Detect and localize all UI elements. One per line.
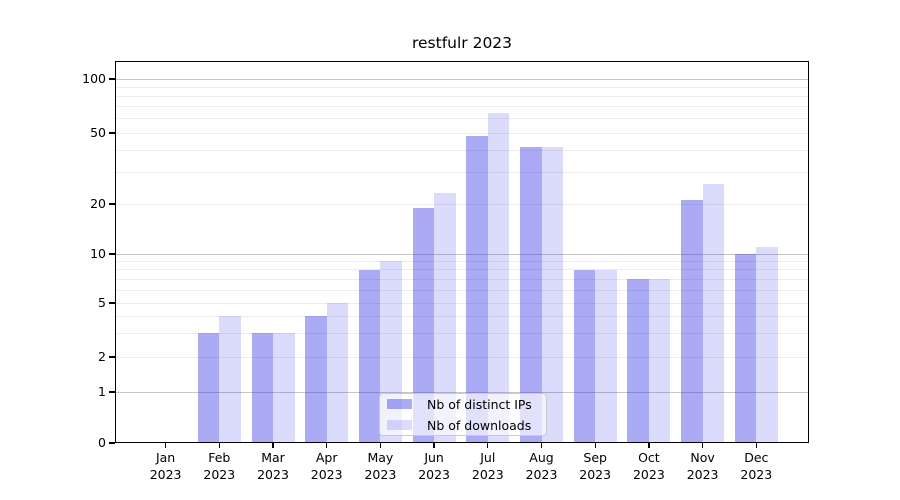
x-tick-label-mar: Mar 2023 [257, 450, 289, 482]
bar-apr-downloads [326, 303, 349, 443]
bar-sep-downloads [595, 269, 617, 443]
bar-dec-downloads [756, 247, 778, 443]
bar-sep-distinct-ips [573, 269, 596, 443]
bar-aug-distinct-ips [520, 146, 542, 443]
bar-feb-distinct-ips [197, 333, 220, 443]
legend: Nb of distinct IPs Nb of downloads [379, 393, 547, 436]
x-tick-label-jan: Jan 2023 [149, 450, 182, 482]
gridline-1 [115, 391, 809, 393]
y-tick-label-5: 5 [98, 295, 106, 310]
bar-jun-downloads [434, 193, 456, 443]
gridline-90 [115, 86, 809, 88]
y-tick-label-50: 50 [90, 125, 106, 140]
gridline-6 [115, 289, 809, 291]
y-tick-label-1: 1 [98, 384, 106, 399]
gridline-30 [115, 172, 809, 174]
legend-label-downloads: Nb of downloads [427, 417, 532, 433]
legend-label-distinct-ips: Nb of distinct IPs [427, 396, 532, 412]
y-tick-label-2: 2 [98, 349, 106, 364]
x-tick-mark-jan [164, 443, 167, 448]
bar-oct-downloads [648, 279, 671, 443]
x-tick-mark-jun [433, 443, 435, 448]
chart-title: restfulr 2023 [411, 34, 513, 52]
y-tick-label-0: 0 [98, 435, 106, 450]
x-tick-mark-aug [540, 443, 543, 448]
x-tick-label-apr: Apr 2023 [310, 450, 343, 482]
y-tick-mark-20 [109, 203, 115, 205]
x-tick-mark-apr [326, 443, 328, 448]
bar-dec-distinct-ips [734, 254, 757, 443]
y-tick-mark-100 [109, 78, 115, 80]
gridline-20 [115, 203, 809, 205]
bar-mar-downloads [273, 333, 295, 443]
bar-apr-distinct-ips [305, 316, 327, 443]
legend-swatch-distinct-ips [387, 398, 412, 410]
gridline-7 [115, 278, 809, 280]
legend-row-distinct-ips: Nb of distinct IPs [387, 396, 546, 413]
x-tick-label-sep: Sep 2023 [579, 450, 612, 482]
x-tick-label-jun: Jun 2023 [418, 450, 450, 482]
plot-area [115, 61, 809, 443]
bar-feb-downloads [219, 316, 241, 443]
bar-nov-distinct-ips [681, 200, 703, 443]
x-tick-mark-sep [594, 443, 596, 448]
x-tick-mark-jul [487, 443, 489, 448]
gridline-9 [115, 260, 809, 262]
bar-mar-distinct-ips [251, 333, 273, 443]
bar-jul-distinct-ips [466, 136, 488, 443]
x-tick-mark-oct [648, 443, 650, 448]
y-tick-mark-0 [109, 442, 115, 444]
gridline-100 [115, 78, 809, 80]
y-tick-mark-1 [109, 391, 115, 393]
x-tick-label-nov: Nov 2023 [686, 450, 719, 482]
bar-nov-downloads [702, 183, 725, 443]
legend-swatch-downloads [387, 419, 412, 431]
y-tick-mark-2 [109, 356, 115, 358]
gridline-8 [115, 269, 809, 271]
bar-aug-downloads [541, 146, 563, 443]
y-tick-label-20: 20 [90, 196, 106, 211]
gridline-4 [115, 315, 809, 317]
x-tick-mark-may [379, 443, 382, 448]
bar-jul-downloads [487, 112, 510, 443]
gridline-2 [115, 356, 809, 358]
x-tick-mark-dec [755, 443, 757, 448]
x-tick-label-may: May 2023 [364, 450, 397, 482]
gridline-40 [115, 149, 809, 151]
x-tick-label-dec: Dec 2023 [740, 450, 773, 482]
x-tick-label-oct: Oct 2023 [632, 450, 665, 482]
gridline-3 [115, 332, 809, 334]
gridline-5 [115, 302, 809, 304]
x-tick-label-feb: Feb 2023 [203, 450, 236, 482]
y-tick-mark-10 [109, 253, 115, 255]
gridline-60 [115, 118, 809, 120]
gridline-80 [115, 95, 809, 97]
bar-jun-distinct-ips [412, 207, 435, 443]
x-tick-mark-feb [218, 443, 220, 448]
x-tick-mark-mar [272, 443, 274, 448]
legend-row-downloads: Nb of downloads [387, 417, 546, 434]
bar-oct-distinct-ips [627, 279, 649, 443]
gridline-10 [115, 253, 809, 255]
gridline-70 [115, 106, 809, 108]
y-tick-label-10: 10 [90, 246, 106, 261]
x-tick-label-jul: Jul 2023 [471, 450, 504, 482]
y-tick-mark-50 [109, 132, 115, 134]
gridline-50 [115, 132, 809, 134]
x-tick-mark-nov [701, 443, 704, 448]
x-tick-label-aug: Aug 2023 [525, 450, 558, 482]
y-tick-label-100: 100 [82, 71, 106, 86]
y-tick-mark-5 [109, 302, 115, 304]
bar-may-distinct-ips [358, 269, 381, 443]
